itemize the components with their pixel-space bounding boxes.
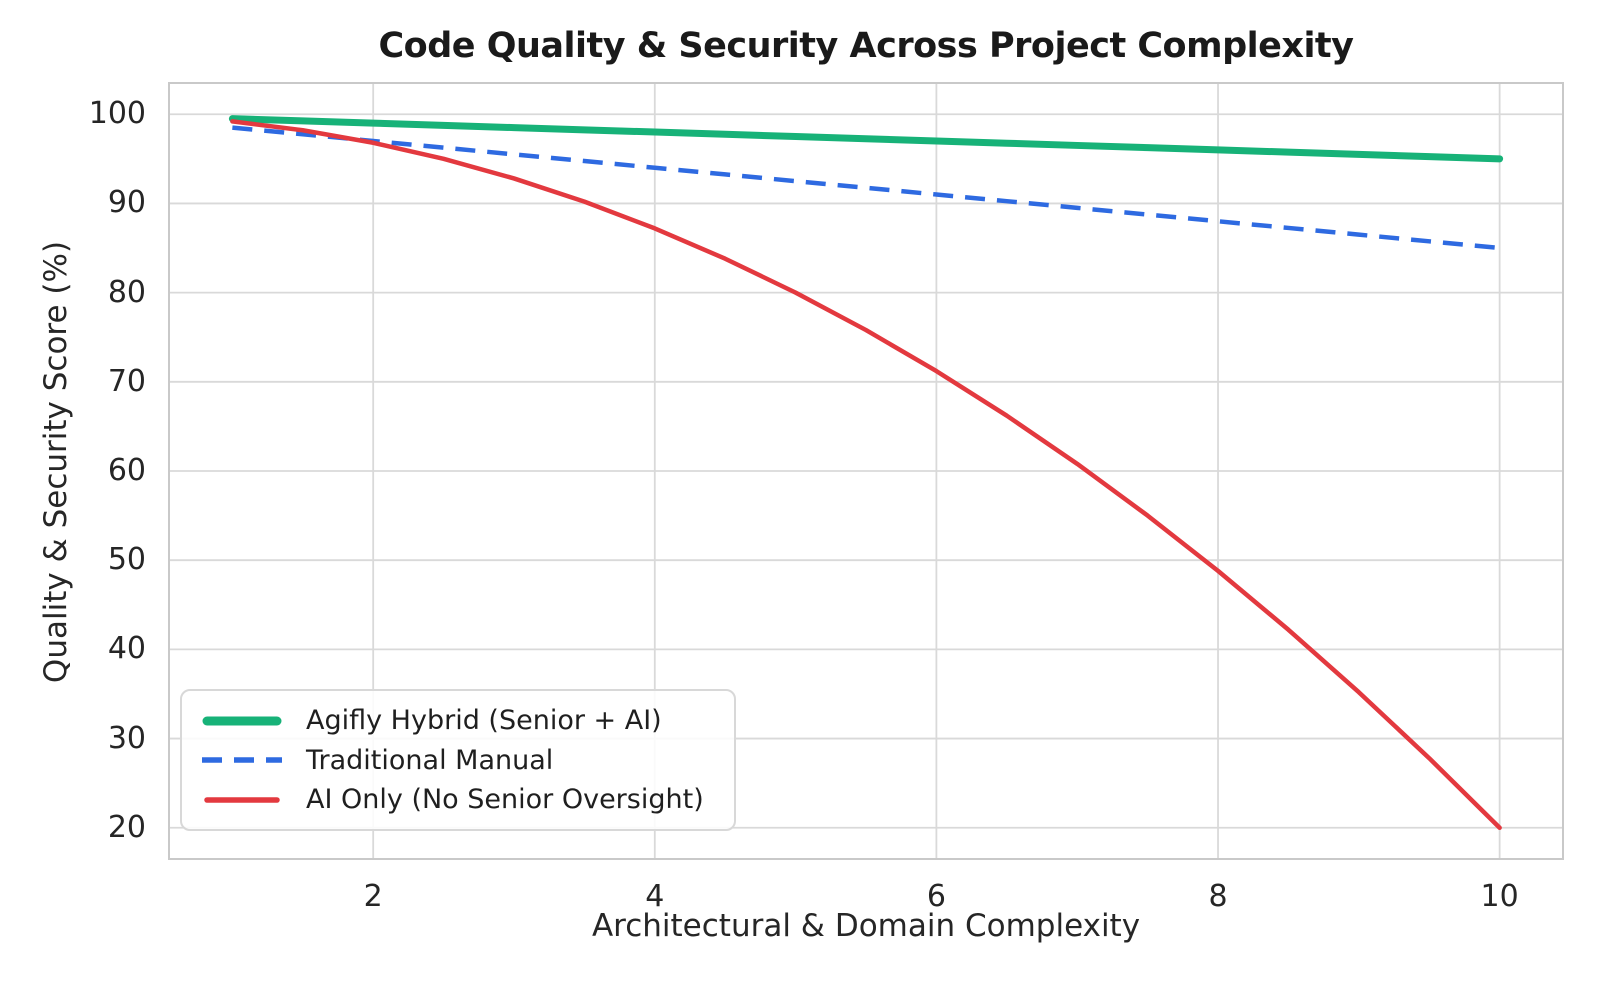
y-tick-label: 40 [107,631,146,667]
x-tick-label: 2 [363,879,383,914]
y-tick-label: 100 [88,96,146,132]
x-tick-label: 4 [645,879,665,914]
x-tick-label: 6 [926,879,946,914]
y-tick-label: 90 [107,185,146,221]
legend-label-traditional-manual: Traditional Manual [306,744,554,776]
y-tick-label: 30 [107,720,146,756]
y-tick-label: 50 [107,542,146,578]
legend-swatch-agifly-hybrid [202,716,282,725]
line-agifly-hybrid [228,115,1504,163]
legend-item-ai-only: AI Only (No Senior Oversight) [202,784,714,815]
plot-border [168,82,1564,860]
line-ai-only [230,119,1502,831]
x-tick-label: 10 [1480,879,1519,914]
legend: Agifly Hybrid (Senior + AI) Traditional M… [180,689,736,831]
chart-title: Code Quality & Security Across Project C… [378,26,1354,66]
legend-item-traditional-manual: Traditional Manual [202,745,714,776]
y-tick-label: 80 [107,274,146,310]
legend-swatch-ai-only [204,796,280,803]
legend-label-agifly-hybrid: Agifly Hybrid (Senior + AI) [306,705,662,736]
line-traditional-manual [232,125,1500,251]
legend-item-agifly-hybrid: Agifly Hybrid (Senior + AI) [202,705,714,736]
x-axis-label: Architectural & Domain Complexity [591,908,1141,944]
y-tick-label: 20 [107,809,146,845]
x-tick-label: 8 [1208,879,1228,914]
y-tick-label: 60 [107,453,146,488]
legend-label-ai-only: AI Only (No Senior Oversight) [306,784,704,815]
legend-swatch-traditional-manual [202,757,282,763]
y-tick-label: 70 [107,363,146,399]
